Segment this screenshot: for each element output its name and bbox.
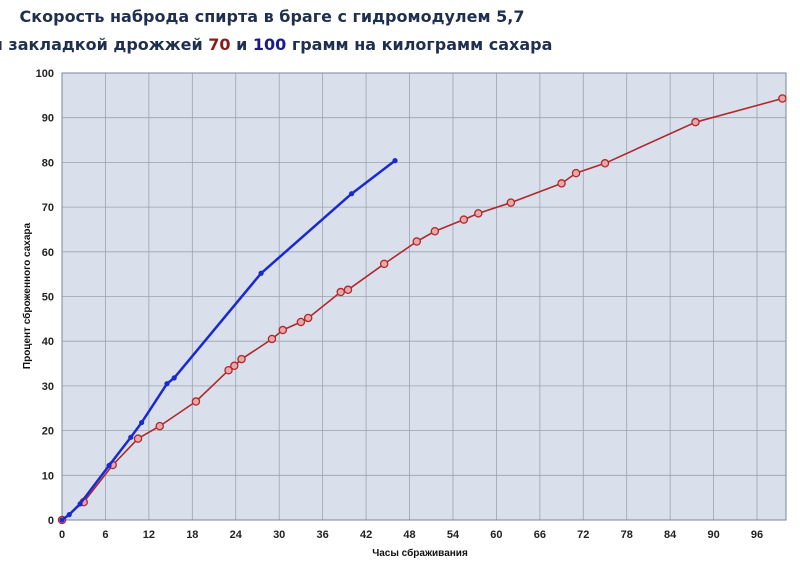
series-100: [59, 158, 398, 523]
title-mid: и: [231, 35, 253, 54]
data-point-70: [191, 397, 201, 406]
x-tick-label: 84: [664, 529, 677, 541]
x-tick-label: 24: [230, 529, 243, 541]
x-tick-label: 36: [317, 529, 329, 541]
y-tick-label: 90: [42, 113, 54, 125]
x-tick-label: 90: [707, 529, 719, 541]
y-axis-label: Процент сброженного сахара: [21, 222, 33, 369]
data-point-70: [133, 434, 143, 443]
data-point-70: [336, 287, 345, 297]
y-tick-label: 50: [42, 292, 54, 304]
data-point-100: [66, 512, 72, 518]
data-point-70: [237, 354, 246, 364]
series-line-70: [61, 97, 783, 521]
title-num-100: 100: [253, 35, 286, 54]
x-tick-label: 66: [534, 529, 546, 541]
data-point-70: [379, 259, 389, 269]
x-axis-ticks: 0 6 12 18 24 30 36 42 48 54 60 66 72 78 84 90 96: [59, 529, 763, 541]
data-point-100: [59, 517, 65, 523]
title-num-70: 70: [208, 35, 230, 54]
y-tick-label: 0: [48, 515, 54, 527]
y-tick-label: 100: [36, 68, 54, 80]
data-point-70: [230, 361, 239, 371]
y-tick-label: 40: [42, 336, 54, 348]
data-point-100: [258, 270, 264, 276]
y-tick-label: 30: [42, 381, 54, 393]
data-point-70: [430, 226, 440, 236]
data-point-100: [164, 381, 170, 387]
x-axis-label: Часы сбраживания: [372, 547, 468, 559]
data-point-100: [139, 419, 145, 426]
data-point-70: [412, 237, 422, 246]
y-tick-label: 70: [42, 202, 54, 214]
data-point-70: [343, 285, 353, 295]
x-tick-label: 54: [447, 529, 460, 541]
data-point-70: [303, 313, 313, 323]
data-point-100: [171, 375, 177, 381]
series-layer: [57, 94, 787, 525]
y-tick-label: 60: [42, 247, 54, 259]
y-tick-label: 10: [42, 470, 54, 482]
x-tick-label: 42: [360, 529, 372, 541]
x-tick-label: 48: [403, 529, 415, 541]
x-tick-label: 0: [59, 529, 65, 541]
data-point-70: [571, 168, 581, 178]
data-point-100: [349, 191, 355, 197]
x-tick-label: 72: [577, 529, 589, 541]
data-point-70: [691, 117, 700, 127]
data-point-70: [778, 94, 787, 103]
data-point-100: [392, 158, 398, 164]
data-point-70: [506, 198, 516, 207]
y-axis-ticks: 0 10 20 30 40 50 60 70 80 90 100: [36, 68, 54, 527]
data-point-70: [459, 215, 469, 224]
data-point-70: [296, 317, 306, 327]
plot-border: [61, 72, 787, 521]
x-tick-label: 6: [102, 529, 108, 541]
data-point-70: [474, 209, 483, 218]
data-point-100: [128, 434, 134, 440]
chart-title-line1: Скорость наброда спирта в браге с гидром…: [20, 7, 525, 26]
x-tick-label: 60: [490, 529, 502, 541]
data-point-100: [77, 501, 83, 507]
x-tick-label: 18: [186, 529, 198, 541]
y-tick-label: 20: [42, 426, 54, 438]
data-point-70: [155, 421, 164, 431]
data-point-100: [106, 462, 112, 469]
title-suffix: грамм на килограмм сахара: [286, 35, 552, 54]
data-point-70: [267, 334, 277, 344]
data-point-70: [600, 159, 610, 168]
x-tick-label: 96: [751, 529, 763, 541]
x-tick-label: 12: [143, 529, 155, 541]
x-tick-label: 30: [273, 529, 285, 541]
chart-title-line2: и закладкой дрожжей 70 и 100 грамм на ки…: [0, 35, 552, 54]
data-point-70: [557, 179, 566, 188]
title-prefix: и закладкой дрожжей: [0, 35, 208, 54]
x-tick-label: 78: [621, 529, 633, 541]
y-tick-label: 80: [42, 157, 54, 169]
data-point-70: [224, 366, 233, 375]
data-point-70: [278, 325, 288, 335]
grid-lines: [61, 72, 787, 521]
